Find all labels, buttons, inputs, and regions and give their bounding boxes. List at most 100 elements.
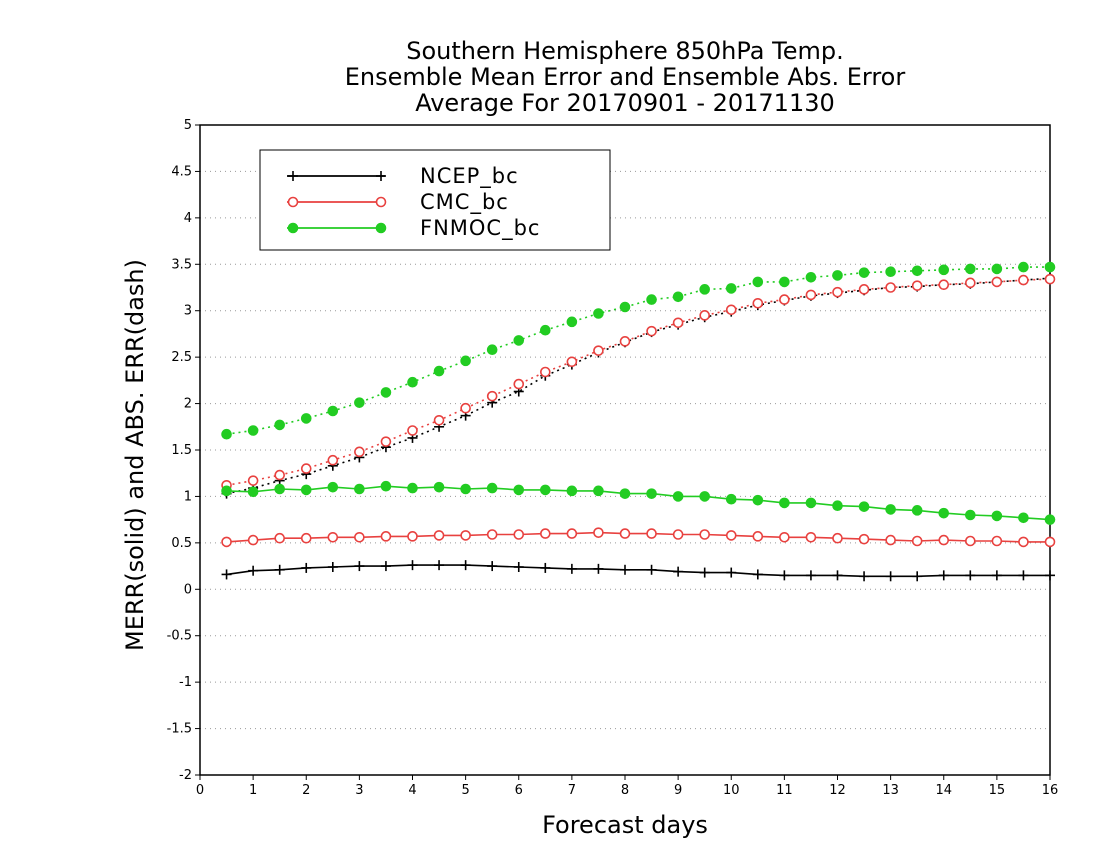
- y-tick-label: 1: [184, 489, 192, 504]
- cmc-bc-mean-error-point: [965, 535, 976, 547]
- y-tick-label: -1.5: [167, 722, 192, 737]
- fnmoc-bc-mean-error-point: [619, 488, 631, 499]
- cmc-bc-mean-error-point: [221, 536, 232, 548]
- cmc-bc-abs-error-point: [699, 310, 710, 321]
- cmc-bc-abs-error-point: [354, 446, 365, 458]
- fnmoc-bc-abs-error-point: [540, 324, 551, 336]
- cmc-bc-mean-error-point: [805, 531, 817, 543]
- cmc-bc-abs-error-point: [725, 304, 737, 316]
- y-tick-label: -0.5: [167, 629, 192, 644]
- ncep-bc-mean-error-point: [566, 563, 577, 574]
- cmc-bc-mean-error-point: [540, 528, 551, 539]
- fnmoc-bc-abs-error-point: [247, 425, 259, 436]
- cmc-bc-abs-error-point: [752, 297, 764, 309]
- x-tick-label: 13: [882, 783, 899, 798]
- fnmoc-bc-abs-error-point: [460, 355, 471, 367]
- fnmoc-bc-mean-error-point: [460, 483, 471, 495]
- cmc-bc-abs-error-point: [911, 280, 923, 291]
- fnmoc-bc-abs-error-point: [646, 294, 657, 305]
- fnmoc-bc-abs-error-point: [1018, 261, 1029, 273]
- series-layer: [221, 261, 1056, 582]
- cmc-bc-mean-error-point: [407, 531, 418, 542]
- legend-marker-fnmoc-bc: [287, 222, 299, 234]
- cmc-bc-mean-error-point: [327, 531, 339, 543]
- fnmoc-bc-abs-error-point: [354, 397, 365, 408]
- cmc-bc-mean-error-point: [832, 532, 843, 544]
- cmc-bc-mean-error-point: [779, 531, 790, 543]
- y-tick-label: 4: [184, 211, 192, 226]
- legend-label-fnmoc-bc: FNMOC_bc: [420, 216, 540, 241]
- fnmoc-bc-mean-error-point: [433, 481, 445, 493]
- ncep-bc-mean-error-point: [832, 570, 843, 581]
- cmc-bc-mean-error-point: [460, 530, 471, 541]
- x-tick-label: 12: [829, 783, 846, 798]
- fnmoc-bc-mean-error-point: [832, 500, 843, 512]
- fnmoc-bc-abs-error-point: [433, 365, 445, 377]
- series-CMC_bc: [221, 273, 1056, 548]
- y-tick-label: 0.5: [171, 536, 192, 551]
- ncep-bc-mean-error-point: [779, 570, 790, 581]
- cmc-bc-mean-error-point: [247, 534, 259, 546]
- fnmoc-bc-abs-error-point: [380, 387, 392, 398]
- ncep-bc-mean-error-point: [407, 560, 418, 571]
- fnmoc-bc-mean-error-point: [380, 480, 392, 492]
- y-tick-label: -1: [179, 675, 192, 690]
- cmc-bc-abs-error-point: [991, 276, 1003, 288]
- fnmoc-bc-mean-error-point: [885, 504, 896, 515]
- cmc-bc-mean-error-point: [911, 535, 923, 547]
- ncep-bc-mean-error-point: [646, 564, 657, 575]
- y-tick-label: 3.5: [171, 257, 192, 272]
- x-tick-label: 4: [408, 783, 416, 798]
- ncep-bc-mean-error-point: [620, 564, 630, 575]
- fnmoc-bc-mean-error-point: [991, 510, 1003, 522]
- fnmoc-bc-mean-error-point: [486, 482, 498, 494]
- cmc-bc-abs-error-point: [247, 475, 259, 486]
- cmc-bc-abs-error-point: [938, 279, 950, 291]
- x-tick-label: 6: [515, 783, 523, 798]
- fnmoc-bc-mean-error-point: [1044, 514, 1056, 525]
- cmc-bc-abs-error-point: [513, 378, 525, 390]
- fnmoc-bc-mean-error-point: [1018, 512, 1029, 524]
- ncep-bc-mean-error-point: [248, 565, 259, 576]
- fnmoc-bc-mean-error-point: [540, 484, 551, 496]
- cmc-bc-mean-error-point: [619, 528, 631, 539]
- fnmoc-bc-mean-error-point: [354, 483, 365, 495]
- fnmoc-bc-abs-error-point: [911, 265, 923, 277]
- cmc-bc-abs-error-point: [566, 356, 578, 368]
- fnmoc-bc-abs-error-point: [779, 276, 790, 288]
- ncep-bc-mean-error-point: [673, 566, 684, 577]
- x-tick-label: 3: [355, 783, 363, 798]
- fnmoc-bc-abs-error-point: [407, 376, 418, 388]
- cmc-bc-abs-error-point: [433, 414, 445, 426]
- fnmoc-bc-abs-error-point: [486, 344, 498, 356]
- fnmoc-bc-abs-error-point: [699, 284, 710, 295]
- fnmoc-bc-abs-error-point: [327, 405, 339, 417]
- x-tick-label: 1: [249, 783, 257, 798]
- chart-title-line-1: Southern Hemisphere 850hPa Temp.: [406, 37, 844, 65]
- ncep-bc-mean-error-point: [327, 562, 338, 572]
- ncep-bc-mean-error-point: [301, 562, 312, 573]
- fnmoc-bc-abs-error-point: [858, 267, 870, 278]
- fnmoc-bc-mean-error-point: [407, 482, 418, 494]
- cmc-bc-abs-error-line: [226, 278, 1051, 487]
- cmc-bc-abs-error-point: [593, 345, 604, 356]
- cmc-bc-mean-error-point: [300, 532, 312, 544]
- fnmoc-bc-mean-error-point: [593, 485, 604, 497]
- cmc-bc-mean-error-point: [938, 534, 950, 546]
- cmc-bc-mean-error-point: [858, 533, 870, 545]
- cmc-bc-mean-error-point: [593, 527, 604, 538]
- cmc-bc-abs-error-point: [619, 336, 631, 347]
- fnmoc-bc-abs-error-point: [885, 266, 896, 278]
- x-tick-label: 11: [776, 783, 793, 798]
- ncep-bc-mean-error-point: [274, 564, 285, 575]
- y-tick-label: 2.5: [171, 350, 192, 365]
- legend-label-cmc-bc: CMC_bc: [420, 190, 509, 215]
- chart-title-line-3: Average For 20170901 - 20171130: [415, 89, 835, 117]
- fnmoc-bc-abs-error-point: [593, 308, 604, 319]
- cmc-bc-abs-error-point: [858, 284, 870, 295]
- ncep-bc-mean-error-point: [805, 570, 816, 581]
- fnmoc-bc-mean-error-point: [752, 494, 764, 506]
- series-FNMOC_bc: [221, 261, 1056, 525]
